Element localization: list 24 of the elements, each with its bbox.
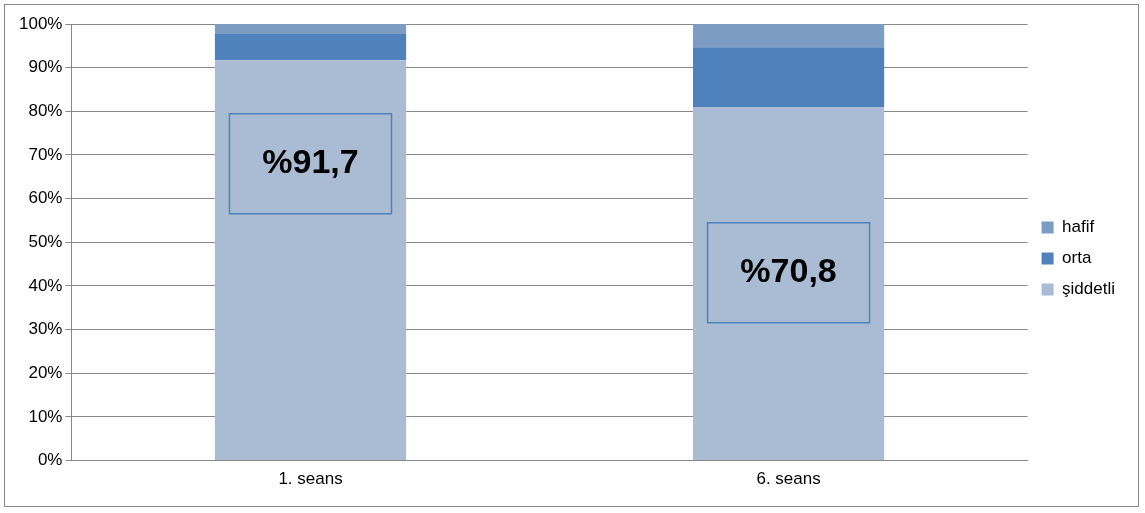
legend-label: orta xyxy=(1062,248,1092,268)
x-tick-label: 6. seans xyxy=(756,469,821,489)
bar xyxy=(214,24,407,35)
bar xyxy=(214,34,407,61)
y-tick-label: 10% xyxy=(28,406,63,426)
y-tick-label: 20% xyxy=(28,362,63,382)
y-tick-label: 50% xyxy=(28,231,63,251)
y-tick-label: 60% xyxy=(28,188,63,208)
legend-label: hafif xyxy=(1062,217,1095,237)
y-tick-label: 100% xyxy=(19,13,63,33)
annotation: %91,7 xyxy=(262,142,359,181)
y-tick-label: 90% xyxy=(28,57,63,77)
y-tick-label: 70% xyxy=(28,144,63,164)
bar xyxy=(214,60,407,461)
annotation: %70,8 xyxy=(740,251,837,290)
bar xyxy=(692,24,885,48)
bar xyxy=(692,106,885,461)
y-tick-label: 80% xyxy=(28,101,63,121)
x-tick-label: 1. seans xyxy=(278,469,343,489)
y-tick-label: 40% xyxy=(28,275,63,295)
y-tick-label: 0% xyxy=(37,450,63,470)
legend-label: şiddetli xyxy=(1062,279,1115,299)
y-tick-label: 30% xyxy=(28,319,63,339)
bar xyxy=(692,47,885,107)
